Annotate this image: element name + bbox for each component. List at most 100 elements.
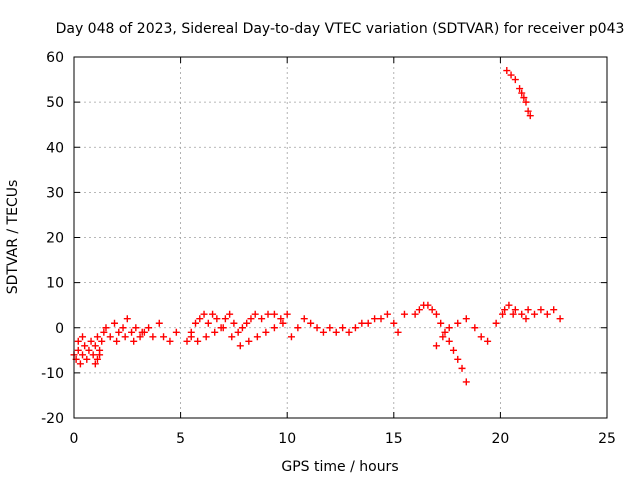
data-point [93,355,101,363]
data-point [91,342,99,350]
data-point [537,306,545,314]
data-point [172,328,180,336]
data-point [351,324,359,332]
data-point [437,319,445,327]
y-tick-label: 20 [46,231,64,247]
data-point [411,310,419,318]
data-point [279,319,287,327]
data-point [204,319,212,327]
data-point [287,333,295,341]
data-point [492,319,500,327]
data-point [524,306,532,314]
data-point [79,333,87,341]
data-point [91,360,99,368]
data-point [383,310,391,318]
data-point [270,324,278,332]
data-point [136,333,144,341]
data-point [202,333,210,341]
axis-ticks [73,56,608,419]
data-point [307,319,315,327]
data-point [441,328,449,336]
data-point [454,355,462,363]
data-point [102,324,110,332]
data-point [119,324,127,332]
data-point [364,319,372,327]
chart-title: Day 048 of 2023, Sidereal Day-to-day VTE… [56,21,625,37]
data-points [70,67,564,386]
data-point [160,333,168,341]
data-point [522,315,530,323]
data-point [400,310,408,318]
data-point [507,71,515,79]
data-point [439,333,447,341]
data-point [449,346,457,354]
x-tick-label: 20 [491,431,509,447]
data-point [87,337,95,345]
data-point [454,319,462,327]
data-point [226,310,234,318]
data-point [253,333,261,341]
data-point [550,306,558,314]
axis-tick-labels: 0 5 10 15 20 25 -20 -10 0 10 20 30 40 50 60 [41,50,616,447]
data-point [74,346,82,354]
data-point [128,328,136,336]
data-point [524,107,532,115]
data-point [113,337,121,345]
data-point [200,310,208,318]
data-point [294,324,302,332]
data-point [415,306,423,314]
data-point [221,315,229,323]
data-point [432,310,440,318]
data-point [313,324,321,332]
data-point [192,319,200,327]
data-point [277,315,285,323]
data-point [358,319,366,327]
data-point [526,112,534,120]
y-tick-label: -20 [41,411,64,427]
data-point [428,306,436,314]
data-point [499,310,507,318]
y-tick-label: 60 [46,50,64,66]
data-point [219,324,227,332]
x-tick-label: 25 [598,431,616,447]
data-point [516,85,524,93]
data-point [209,310,217,318]
data-point [511,76,519,84]
data-point [503,67,511,75]
y-tick-label: 0 [55,321,64,337]
data-point [236,342,244,350]
data-point [543,310,551,318]
data-point [556,315,564,323]
data-point [345,328,353,336]
data-point [115,328,123,336]
data-point [501,306,509,314]
data-point [130,337,138,345]
data-point [511,306,519,314]
data-point [509,310,517,318]
data-point [445,324,453,332]
data-point [123,315,131,323]
data-point [155,319,163,327]
x-tick-label: 10 [278,431,296,447]
data-point [211,328,219,336]
data-point [332,328,340,336]
data-point [319,328,327,336]
data-point [394,328,402,336]
data-point [121,333,129,341]
data-point [251,310,259,318]
data-point [111,319,119,327]
data-point [238,324,246,332]
data-point [83,355,91,363]
data-point [96,351,104,359]
data-point [283,310,291,318]
data-point [462,315,470,323]
data-point [89,351,97,359]
data-point [424,301,432,309]
x-axis-label: GPS time / hours [281,459,398,475]
y-tick-label: 50 [46,95,64,111]
data-point [228,333,236,341]
data-point [477,333,485,341]
data-point [194,337,202,345]
x-tick-label: 0 [70,431,79,447]
